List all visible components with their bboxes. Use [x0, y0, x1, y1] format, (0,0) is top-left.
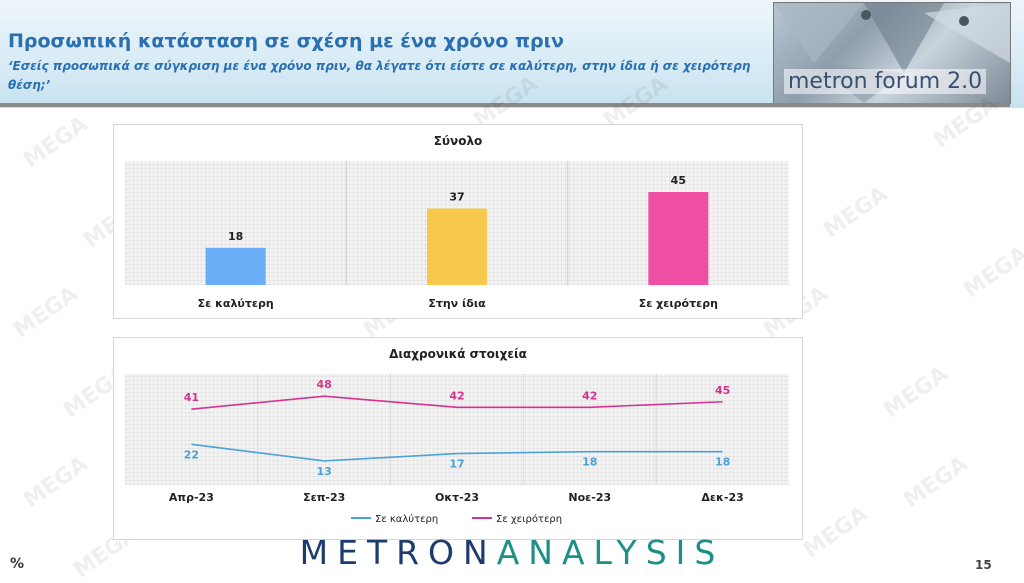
page-subtitle: ‘Εσείς προσωπικά σε σύγκριση με ένα χρόν…: [8, 59, 751, 92]
line-data-label: 42: [449, 389, 464, 402]
legend-entry: Σε χειρότερη: [496, 513, 562, 525]
bar-2: [427, 208, 487, 285]
line-category-label: Σεπ-23: [303, 491, 345, 504]
line-data-label: 22: [184, 448, 199, 461]
bar-category-label: Σε καλύτερη: [198, 297, 274, 310]
line-data-label: 41: [184, 391, 199, 404]
line-chart-title: Διαχρονικά στοιχεία: [389, 347, 527, 361]
series-line-2: [191, 395, 723, 410]
line-category-label: Οκτ-23: [435, 491, 479, 504]
bar-chart-title: Σύνολο: [433, 134, 483, 148]
line-data-label: 18: [582, 456, 597, 469]
bar-value-label: 18: [228, 230, 243, 243]
line-chart-plot-area: [125, 374, 789, 485]
bar-chart-panel: Σύνολο 18 Σε καλύτερη 37 Στην ίδια 45 Σε χειρ…: [113, 124, 803, 319]
line-data-label: 48: [317, 378, 332, 391]
watermark-text: MEGA: [19, 451, 93, 514]
line-chart-svg: 22 13 17 18 18 41 48 42 42 45 Απρ-23 Σεπ-23 Οκτ-23 Νο…: [169, 374, 744, 525]
line-data-label: 18: [715, 456, 730, 469]
line-chart-panel: Διαχρονικά στοιχεία 22 13 17 18 18 41 48 42 42 45…: [113, 337, 803, 540]
line-data-label: 42: [582, 389, 597, 402]
series-line-1: [191, 443, 723, 462]
bar-value-label: 45: [671, 174, 686, 187]
bar-value-label: 37: [449, 191, 464, 204]
bar-3: [648, 192, 709, 285]
line-data-label: 17: [449, 458, 464, 471]
line-category-label: Νοε-23: [568, 491, 611, 504]
brand-sub: ANALYSIS: [496, 533, 725, 572]
header-divider: [0, 103, 1010, 107]
brand-main: METRON: [299, 533, 497, 572]
page-title: Προσωπική κατάσταση σε σχέση με ένα χρόν…: [8, 30, 564, 52]
bar-category-label: Σε χειρότερη: [639, 297, 718, 310]
line-category-label: Απρ-23: [169, 491, 214, 504]
unit-label: %: [10, 556, 25, 572]
page-number: 15: [975, 558, 992, 572]
logo-text: metron forum 2.0: [784, 69, 987, 94]
watermark-text: MEGA: [959, 241, 1024, 304]
header-banner: Προσωπική κατάσταση σε σχέση με ένα χρόν…: [0, 0, 1024, 108]
watermark-text: MEGA: [899, 451, 973, 514]
line-data-label: 13: [317, 465, 332, 478]
watermark-text: MEGA: [9, 281, 83, 344]
bar-chart-svg: 18 Σε καλύτερη 37 Στην ίδια 45 Σε χειρότερη: [198, 161, 718, 310]
watermark-text: MEGA: [879, 361, 953, 424]
line-category-label: Δεκ-23: [701, 491, 743, 504]
legend-entry: Σε καλύτερη: [375, 513, 438, 525]
metron-forum-logo: metron forum 2.0: [773, 2, 1011, 104]
watermark-text: MEGA: [819, 181, 893, 244]
watermark-text: MEGA: [19, 111, 93, 174]
metron-analysis-logo: METRONANALYSIS: [0, 533, 1024, 572]
line-data-label: 45: [715, 384, 730, 397]
bar-1: [205, 247, 266, 285]
bar-category-label: Στην ίδια: [428, 297, 486, 310]
